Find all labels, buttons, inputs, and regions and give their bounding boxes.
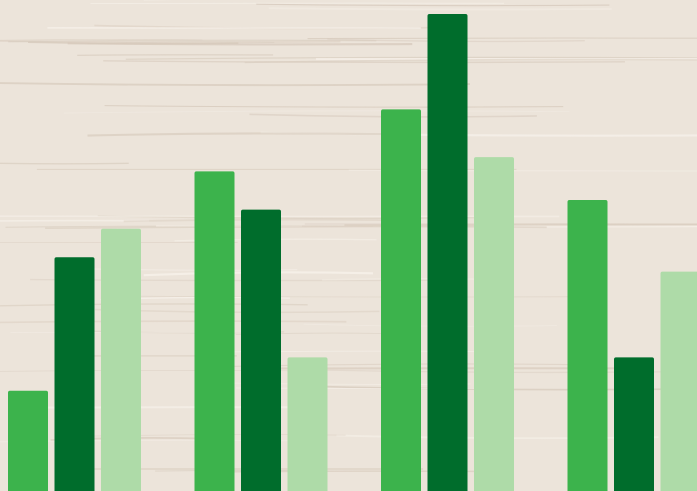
wood-grain-line: [8, 39, 377, 43]
bar-group-3-series-1: [381, 109, 421, 491]
bar-group-1-series-2: [54, 257, 95, 491]
bar-group-4-series-3: [660, 271, 697, 491]
bar-group-3-series-3: [474, 157, 514, 491]
wood-grain-line: [256, 3, 610, 7]
wood-grain-line: [268, 7, 612, 11]
wood-grain-line: [0, 320, 347, 324]
wood-grain-line: [77, 54, 274, 56]
bar-group-1-series-3: [101, 228, 141, 491]
wood-grain-line: [0, 82, 470, 87]
wood-grain-line: [104, 105, 564, 108]
wood-grain-line: [87, 132, 382, 137]
wood-grain-line: [307, 37, 697, 40]
wood-grain-line: [63, 110, 570, 114]
bar-group-1-series-1: [8, 390, 48, 491]
wood-grain-line: [87, 41, 275, 45]
bar-group-2-series-1: [194, 171, 235, 491]
bar-group-3-series-2: [427, 14, 468, 491]
bar-group-4-series-1: [567, 200, 608, 491]
wood-grain-line: [125, 56, 697, 60]
bar-group-4-series-2: [614, 357, 654, 491]
bar-group-2-series-3: [287, 357, 328, 491]
wood-grain-line: [0, 219, 150, 222]
wood-grain-line: [0, 39, 203, 41]
wood-grain-line: [67, 42, 413, 46]
wood-grain-line: [244, 58, 697, 64]
wood-grain-line: [0, 162, 129, 165]
wood-grain-line: [108, 295, 600, 298]
wood-grain-line: [103, 60, 625, 64]
bar-group-2-series-2: [241, 209, 281, 491]
